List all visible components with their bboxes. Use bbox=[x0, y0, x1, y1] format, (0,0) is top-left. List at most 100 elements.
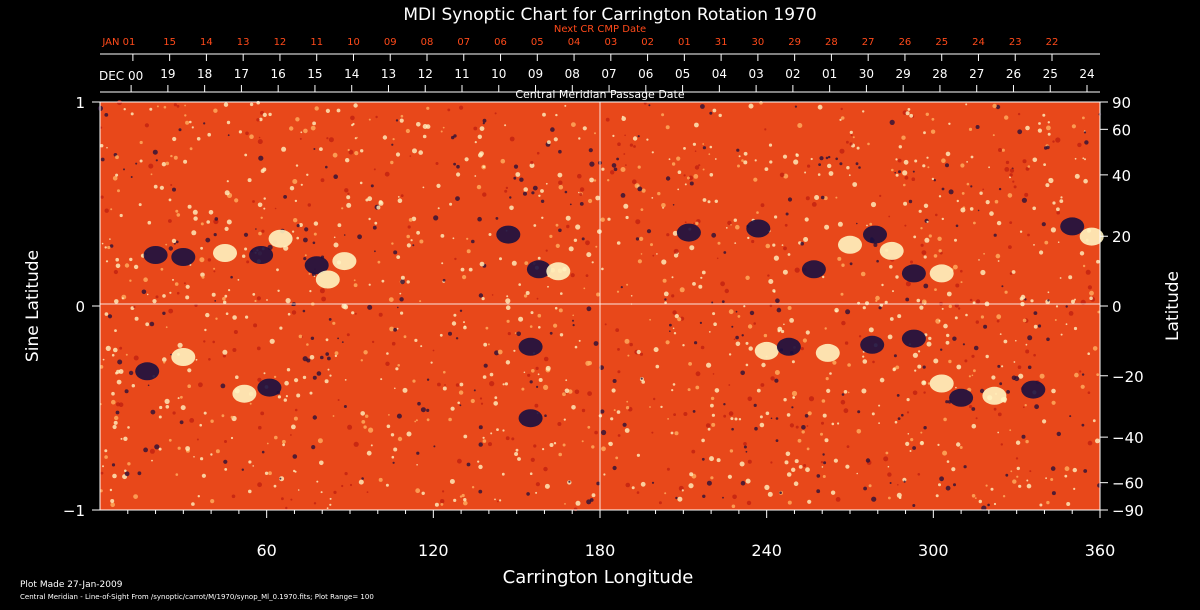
field-speck bbox=[841, 320, 846, 326]
field-speck bbox=[650, 243, 653, 247]
field-speck bbox=[653, 397, 656, 401]
active-region-negative bbox=[746, 219, 771, 238]
field-speck bbox=[653, 347, 659, 353]
active-region-positive bbox=[213, 244, 237, 262]
field-speck bbox=[148, 163, 154, 169]
field-speck bbox=[222, 297, 226, 301]
field-speck bbox=[292, 454, 298, 459]
field-speck bbox=[896, 492, 902, 498]
field-speck bbox=[107, 245, 111, 250]
next-date-label: 27 bbox=[862, 37, 875, 48]
field-speck bbox=[115, 155, 119, 160]
longitude-tick-label: 60 bbox=[256, 541, 276, 560]
cmp-date-label: 12 bbox=[418, 67, 433, 81]
field-speck bbox=[908, 199, 913, 204]
field-speck bbox=[665, 176, 671, 181]
field-speck bbox=[133, 305, 136, 309]
field-speck bbox=[573, 507, 578, 512]
field-speck bbox=[450, 406, 455, 411]
field-speck bbox=[1047, 291, 1050, 294]
active-region-positive bbox=[268, 229, 293, 248]
latitude-tick-label: 60 bbox=[1112, 121, 1131, 139]
field-speck bbox=[168, 308, 174, 314]
field-speck bbox=[937, 236, 942, 241]
active-region-negative bbox=[1021, 380, 1046, 399]
field-speck bbox=[895, 158, 898, 161]
field-speck bbox=[291, 424, 296, 430]
field-speck bbox=[832, 360, 837, 365]
field-speck bbox=[848, 174, 851, 177]
field-speck bbox=[1026, 483, 1032, 489]
field-speck bbox=[869, 222, 873, 226]
field-speck bbox=[1052, 201, 1056, 205]
field-speck bbox=[112, 473, 117, 479]
field-speck bbox=[105, 345, 111, 351]
field-speck bbox=[1009, 176, 1011, 179]
field-speck bbox=[743, 160, 748, 165]
cmp-date-label: 24 bbox=[1079, 67, 1094, 81]
field-speck bbox=[426, 106, 430, 110]
field-speck bbox=[184, 104, 187, 107]
field-speck bbox=[292, 179, 298, 184]
field-speck bbox=[640, 377, 643, 380]
field-speck bbox=[477, 134, 482, 139]
field-speck bbox=[850, 134, 853, 137]
field-speck bbox=[199, 257, 205, 263]
active-region-positive bbox=[232, 384, 257, 403]
field-speck bbox=[426, 408, 430, 412]
field-speck bbox=[893, 354, 897, 358]
field-speck bbox=[692, 410, 696, 413]
next-date-label: 29 bbox=[788, 37, 801, 48]
field-speck bbox=[759, 422, 765, 428]
field-speck bbox=[612, 134, 615, 137]
field-speck bbox=[933, 254, 938, 258]
field-speck bbox=[112, 176, 118, 181]
field-speck bbox=[782, 154, 788, 159]
field-speck bbox=[887, 465, 890, 468]
field-speck bbox=[966, 161, 968, 163]
field-speck bbox=[226, 120, 231, 125]
field-speck bbox=[307, 203, 311, 207]
next-axis-label: Next CR CMP Date bbox=[554, 24, 646, 35]
field-speck bbox=[123, 168, 125, 171]
field-speck bbox=[296, 393, 301, 398]
field-speck bbox=[230, 415, 234, 419]
active-region-positive bbox=[838, 235, 862, 254]
field-speck bbox=[867, 142, 870, 146]
field-speck bbox=[222, 354, 226, 358]
field-speck bbox=[865, 458, 871, 463]
field-speck bbox=[607, 217, 611, 221]
field-speck bbox=[656, 253, 658, 255]
field-speck bbox=[360, 149, 364, 153]
next-date-label: 28 bbox=[825, 37, 838, 48]
latitude-tick-label: 90 bbox=[1112, 94, 1131, 112]
field-speck bbox=[816, 489, 821, 494]
field-speck bbox=[195, 358, 198, 361]
field-speck bbox=[722, 496, 724, 499]
field-speck bbox=[1014, 376, 1020, 382]
field-speck bbox=[562, 443, 566, 447]
field-speck bbox=[353, 283, 358, 288]
field-speck bbox=[975, 417, 978, 420]
field-speck bbox=[558, 308, 563, 313]
field-speck bbox=[837, 256, 842, 261]
field-speck bbox=[938, 319, 941, 322]
field-speck bbox=[459, 309, 463, 312]
field-speck bbox=[203, 122, 206, 125]
field-speck bbox=[395, 367, 399, 371]
field-speck bbox=[137, 471, 142, 476]
field-speck bbox=[956, 442, 961, 447]
field-speck bbox=[632, 136, 638, 141]
field-speck bbox=[135, 162, 138, 165]
field-speck bbox=[176, 291, 180, 295]
field-speck bbox=[625, 164, 627, 166]
field-speck bbox=[374, 221, 378, 225]
field-speck bbox=[1065, 305, 1068, 308]
active-region-positive bbox=[315, 270, 340, 289]
field-speck bbox=[109, 488, 113, 492]
field-speck bbox=[191, 502, 195, 506]
field-speck bbox=[269, 338, 275, 344]
field-speck bbox=[1042, 419, 1047, 424]
field-speck bbox=[1005, 160, 1010, 165]
sine-lat-tick-label: 1 bbox=[75, 94, 85, 112]
